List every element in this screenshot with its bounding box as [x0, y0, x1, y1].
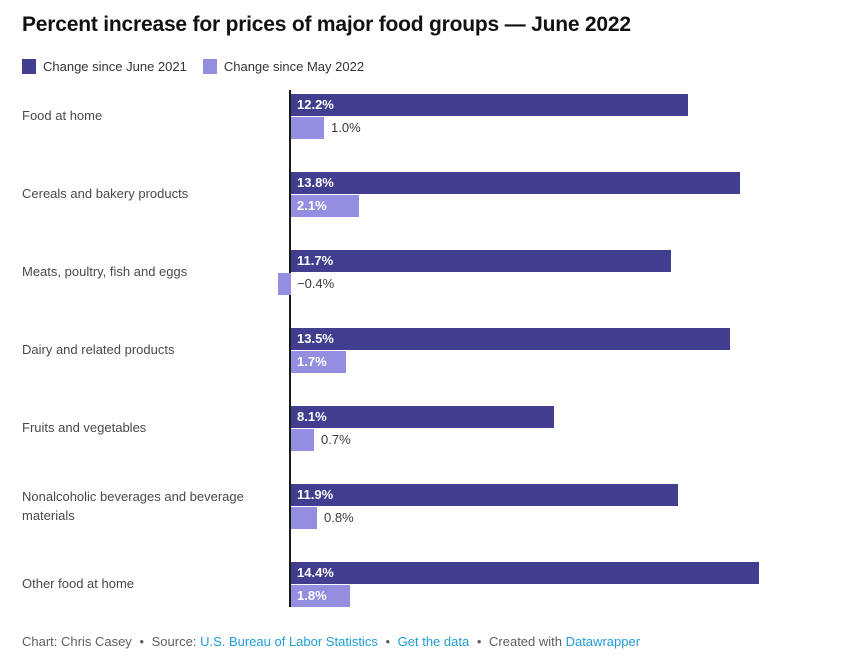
value-label: 0.8%: [324, 510, 354, 525]
source-label: Source:: [151, 634, 197, 649]
get-the-data-link[interactable]: Get the data: [397, 634, 470, 649]
axis-baseline: [289, 90, 291, 607]
bar-series1-row4: [291, 328, 730, 350]
value-label: 11.7%: [297, 253, 334, 268]
bar-series2-row4: [291, 351, 346, 373]
datawrapper-link[interactable]: Datawrapper: [565, 634, 641, 649]
value-label: 0.7%: [321, 432, 351, 447]
legend-item-june-2021: Change since June 2021: [22, 59, 187, 74]
value-label: 14.4%: [297, 565, 334, 580]
bar-series2-row2: [291, 195, 359, 217]
bar-series2-row5: [291, 429, 314, 451]
chart-footer: Chart: Chris Casey • Source: U.S. Bureau…: [22, 634, 640, 649]
legend-swatch-dark: [22, 59, 36, 74]
bar-series2-row3: [278, 273, 291, 295]
chart-credit: Chart: Chris Casey: [22, 634, 132, 649]
value-label: −0.4%: [297, 276, 335, 291]
source-link[interactable]: U.S. Bureau of Labor Statistics: [200, 634, 378, 649]
bar-series1-row3: [291, 250, 671, 272]
value-label: 8.1%: [297, 409, 327, 424]
footer-separator: •: [385, 634, 391, 649]
bar-series1-row1: [291, 94, 688, 116]
bar-series2-row6: [291, 507, 317, 529]
value-label: 1.8%: [297, 588, 327, 603]
value-label: 2.1%: [297, 198, 327, 213]
bar-series1-row6: [291, 484, 678, 506]
bar-series1-row2: [291, 172, 740, 194]
category-label: Meats, poultry, fish and eggs: [22, 264, 188, 280]
footer-separator: •: [139, 634, 144, 649]
value-label: 13.8%: [297, 175, 334, 190]
legend-label: Change since June 2021: [43, 59, 187, 74]
legend-swatch-light: [202, 59, 217, 74]
bar-series2-row7: [291, 585, 350, 607]
legend: Change since June 2021 Change since May …: [22, 59, 364, 74]
category-label: Nonalcoholic beverages and beverage mate…: [22, 488, 244, 523]
legend-item-may-2022: Change since May 2022: [202, 59, 365, 74]
bar-series2-row1: [291, 117, 324, 139]
legend-label: Change since May 2022: [223, 59, 365, 74]
value-label: 1.7%: [297, 354, 327, 369]
bar-series1-row5: [291, 406, 554, 428]
value-label: 11.9%: [297, 487, 334, 502]
value-label: 1.0%: [331, 120, 361, 135]
footer-separator: •: [476, 634, 482, 649]
created-with-label: Created with: [489, 634, 562, 649]
category-label: Other food at home: [22, 576, 135, 592]
category-label: Food at home: [22, 108, 103, 124]
value-label: 13.5%: [297, 331, 334, 346]
bar-series1-row7: [291, 562, 759, 584]
category-label: Cereals and bakery products: [22, 186, 189, 202]
value-label: 12.2%: [297, 97, 334, 112]
chart-title: Percent increase for prices of major foo…: [22, 13, 631, 36]
category-label: Fruits and vegetables: [22, 420, 147, 436]
category-label: Dairy and related products: [22, 342, 175, 358]
